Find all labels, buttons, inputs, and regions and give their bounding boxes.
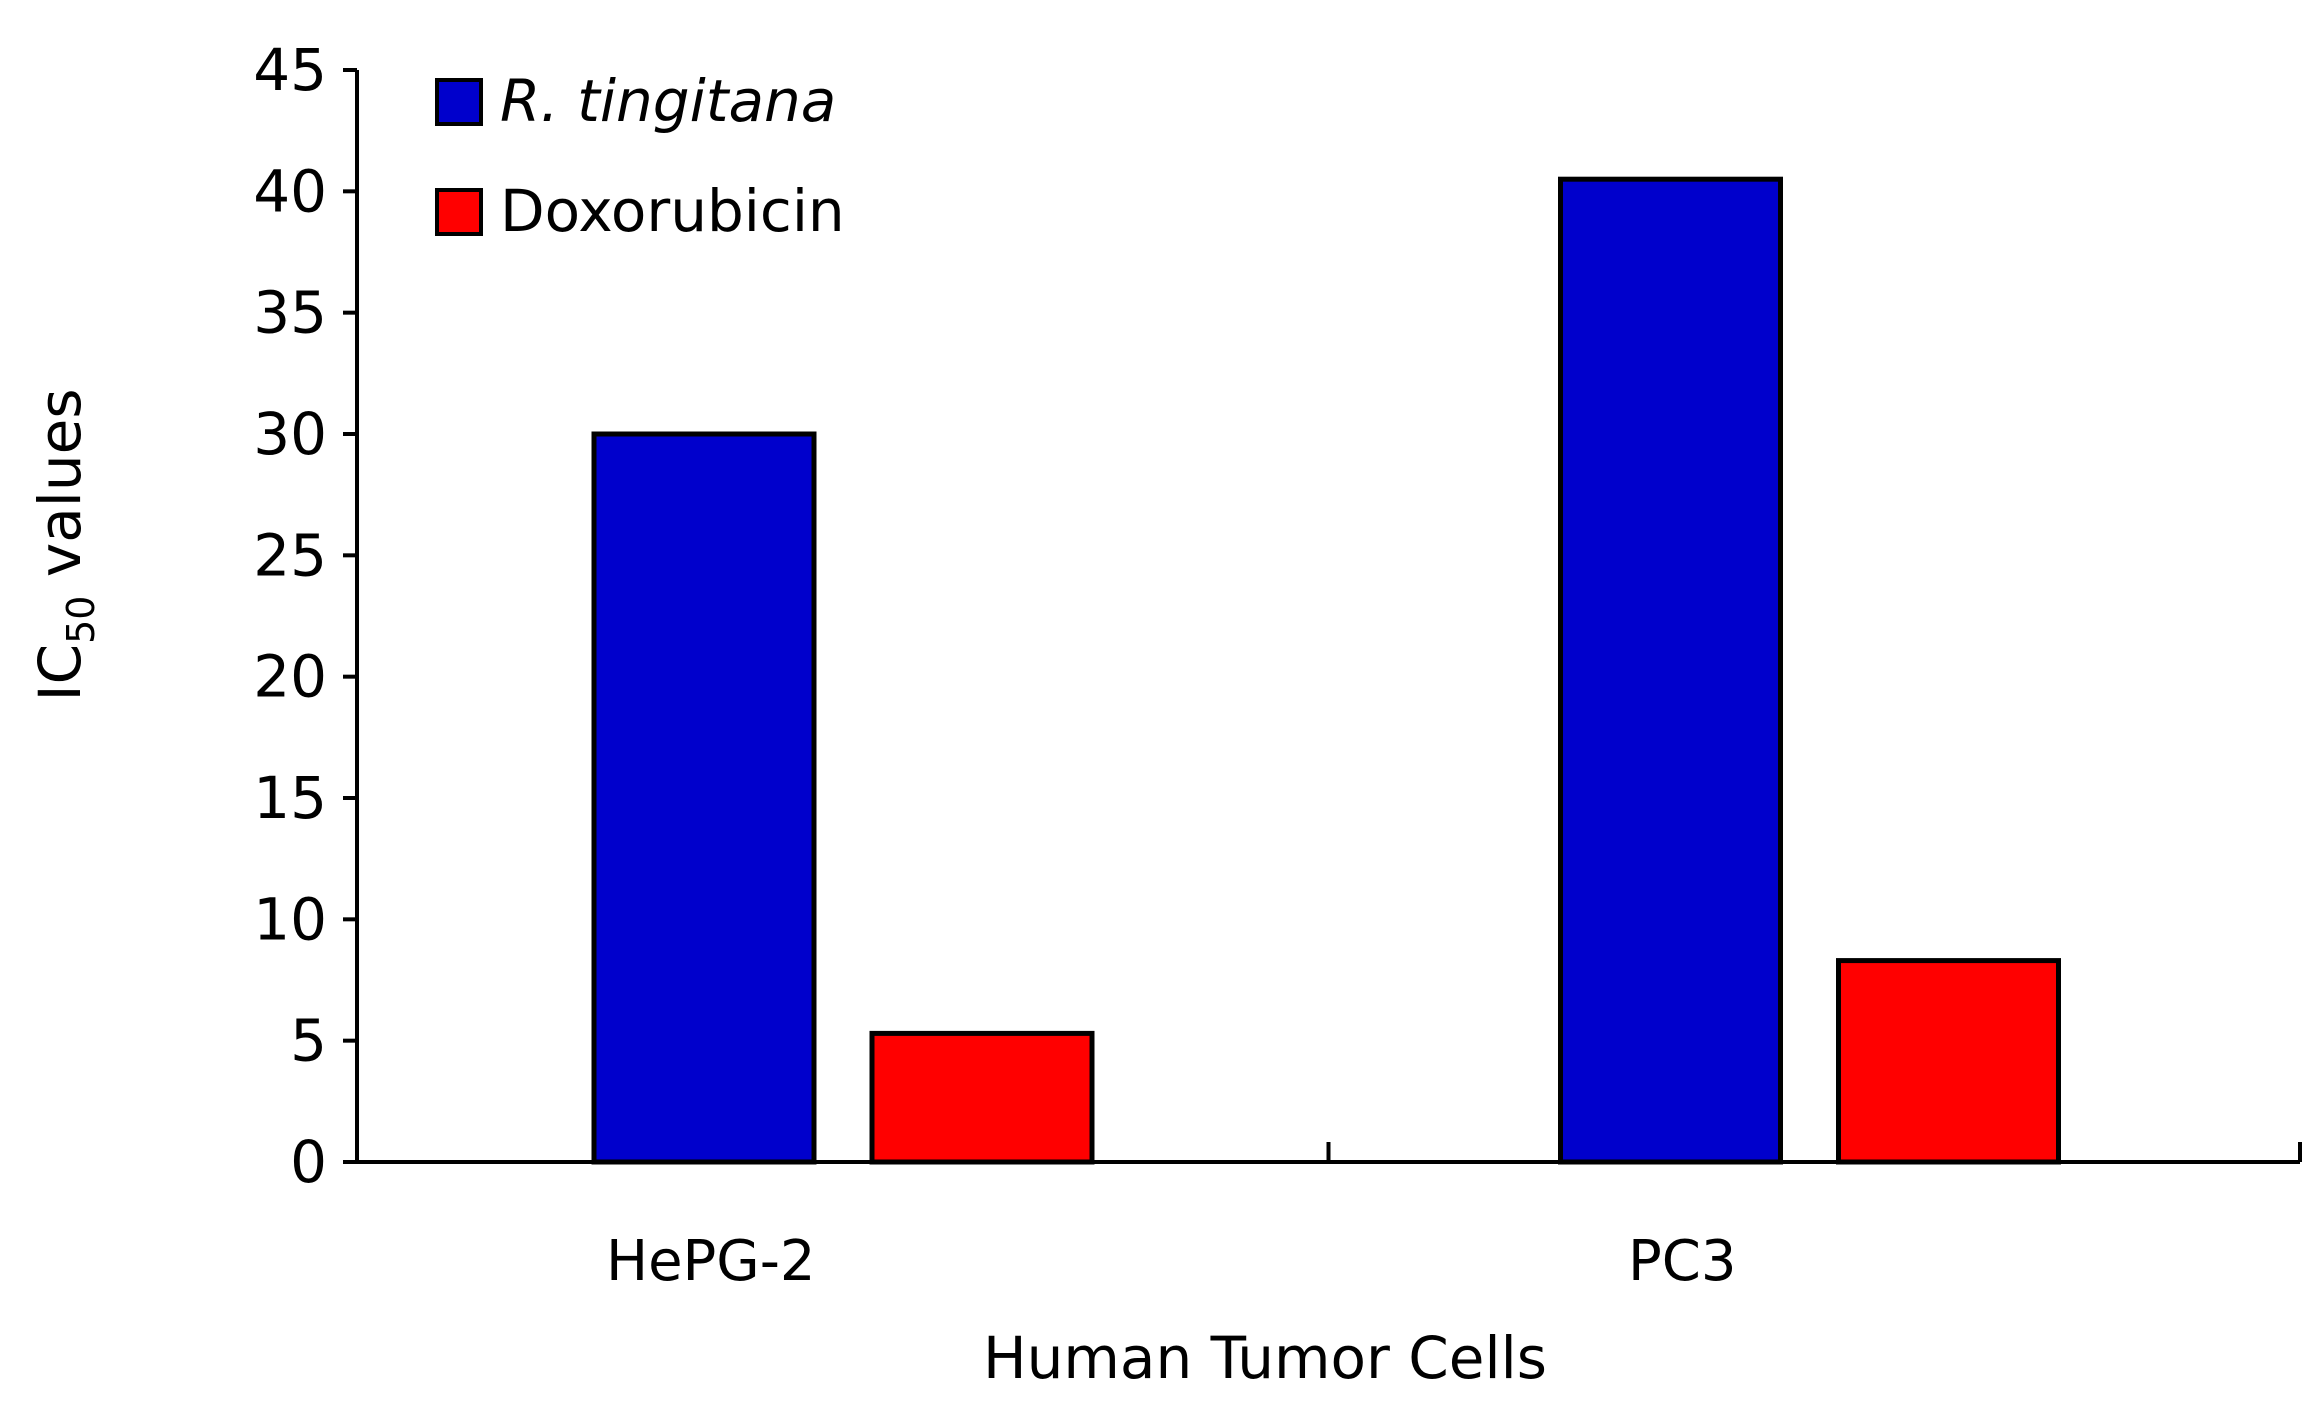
- legend-swatch: [435, 78, 483, 126]
- y-tick-label: 40: [253, 157, 327, 225]
- y-tick-label: 15: [253, 764, 327, 832]
- bar-doxorubicin-hepg-2: [869, 1030, 1095, 1165]
- legend-swatch: [435, 188, 483, 236]
- y-tick-label: 45: [253, 36, 327, 104]
- legend-label: Doxorubicin: [500, 177, 845, 245]
- bar-doxorubicin-pc3: [1836, 958, 2061, 1165]
- y-tick-label: 30: [253, 400, 327, 468]
- legend: R. tingitana Doxorubicin: [435, 67, 845, 245]
- x-category-label: HePG-2: [606, 1229, 816, 1294]
- y-tick-label: 10: [253, 885, 327, 953]
- y-tick-label: 0: [290, 1128, 327, 1196]
- axes: [355, 70, 2300, 1164]
- legend-label: R. tingitana: [500, 67, 836, 135]
- y-tick-label: 5: [290, 1007, 327, 1075]
- y-axis-title-main: IC: [26, 644, 94, 702]
- y-axis-title: IC50 values: [26, 388, 103, 701]
- bar-r-tingitana-hepg-2: [591, 431, 817, 1165]
- x-axis-categories: HePG-2 PC3: [606, 1142, 2302, 1294]
- y-axis-title-subscript: 50: [59, 596, 103, 644]
- bars: [591, 176, 2061, 1165]
- bar-r-tingitana-pc3: [1558, 176, 1783, 1165]
- x-category-label: PC3: [1628, 1229, 1737, 1294]
- y-axis-title-suffix: values: [26, 388, 94, 595]
- y-tick-label: 25: [253, 521, 327, 589]
- x-axis-title: Human Tumor Cells: [983, 1324, 1547, 1392]
- y-tick-label: 20: [253, 643, 327, 711]
- y-axis-ticks: 0 5 10 15 20 25 30 35 40 45: [253, 36, 357, 1196]
- y-tick-label: 35: [253, 279, 327, 347]
